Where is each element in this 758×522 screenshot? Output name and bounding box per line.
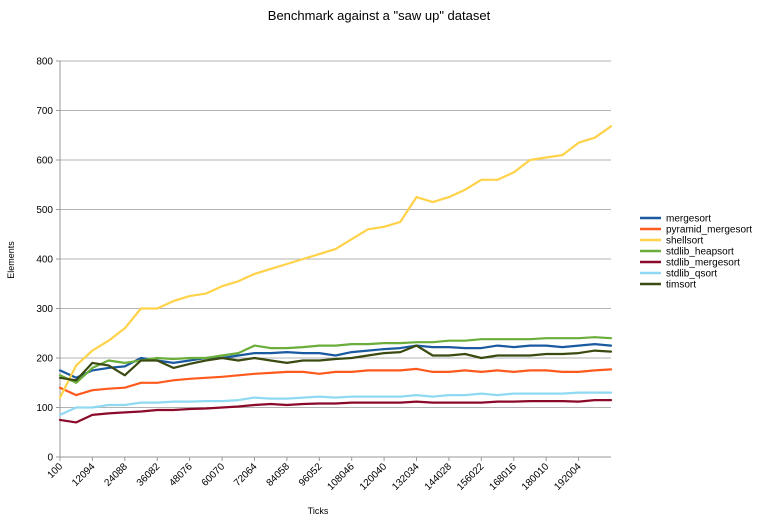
x-tick-label: 72064 bbox=[232, 461, 260, 489]
series-line-stdlib_mergesort bbox=[58, 399, 613, 424]
legend-item-label: timsort bbox=[666, 280, 696, 291]
series-line-shellsort bbox=[58, 125, 613, 399]
x-tick-label: 156022 bbox=[455, 461, 487, 493]
x-tick-label: 108046 bbox=[325, 461, 357, 493]
x-tick-label: 180010 bbox=[520, 461, 552, 493]
series-line-stdlib_heapsort bbox=[58, 336, 613, 384]
legend-item-label: stdlib_qsort bbox=[666, 269, 717, 280]
y-tick-label: 0 bbox=[47, 453, 53, 464]
chart-title: Benchmark against a "saw up" dataset bbox=[268, 8, 491, 23]
x-tick-label: 168016 bbox=[487, 461, 519, 493]
x-tick-label: 48076 bbox=[167, 461, 195, 489]
y-tick-label: 500 bbox=[36, 205, 53, 216]
x-tick-label: 84058 bbox=[265, 461, 293, 489]
series-line-timsort bbox=[58, 344, 613, 382]
legend-item-label: stdlib_mergesort bbox=[666, 258, 740, 269]
x-tick-label: 60070 bbox=[200, 461, 228, 489]
legend: mergesortpyramid_mergesortshellsortstdli… bbox=[640, 214, 752, 291]
series-lines bbox=[58, 125, 613, 424]
y-tick-label: 200 bbox=[36, 354, 53, 365]
x-tick-label: 132034 bbox=[390, 461, 422, 493]
y-tick-label: 400 bbox=[36, 255, 53, 266]
legend-item-label: pyramid_mergesort bbox=[666, 225, 752, 236]
y-tick-label: 800 bbox=[36, 57, 53, 68]
x-tick-label: 24088 bbox=[102, 461, 130, 489]
y-tick-label: 100 bbox=[36, 403, 53, 414]
x-tick-label: 36082 bbox=[135, 461, 163, 489]
x-axis-ticks: 100 12094 24088 36082 48076 60070 72064 84058 96… bbox=[46, 457, 584, 493]
x-tick-label: 144028 bbox=[423, 461, 455, 493]
y-tick-label: 600 bbox=[36, 156, 53, 167]
y-tick-label: 700 bbox=[36, 106, 53, 117]
y-axis-label: Elements bbox=[6, 241, 16, 279]
y-tick-label: 300 bbox=[36, 304, 53, 315]
x-tick-label: 12094 bbox=[70, 461, 98, 489]
y-axis-ticks: 0 100 200 300 400 500 600 700 800 bbox=[36, 57, 60, 464]
series-line-pyramid_mergesort bbox=[58, 367, 613, 397]
x-tick-label: 100 bbox=[46, 461, 66, 481]
legend-item-label: stdlib_heapsort bbox=[666, 247, 734, 258]
legend-item-label: mergesort bbox=[666, 214, 711, 225]
x-tick-label: 96052 bbox=[297, 461, 325, 489]
x-tick-label: 192004 bbox=[552, 461, 584, 493]
legend-item-label: shellsort bbox=[666, 236, 703, 247]
x-axis-label: Ticks bbox=[308, 506, 329, 516]
x-tick-label: 120040 bbox=[358, 461, 390, 493]
series-line-stdlib_qsort bbox=[58, 391, 613, 416]
